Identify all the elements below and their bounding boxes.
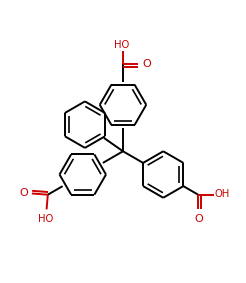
Text: HO: HO (114, 40, 129, 50)
Text: OH: OH (215, 189, 230, 199)
Text: O: O (142, 59, 151, 69)
Text: O: O (19, 188, 28, 198)
Text: O: O (194, 214, 203, 224)
Text: HO: HO (38, 214, 54, 224)
